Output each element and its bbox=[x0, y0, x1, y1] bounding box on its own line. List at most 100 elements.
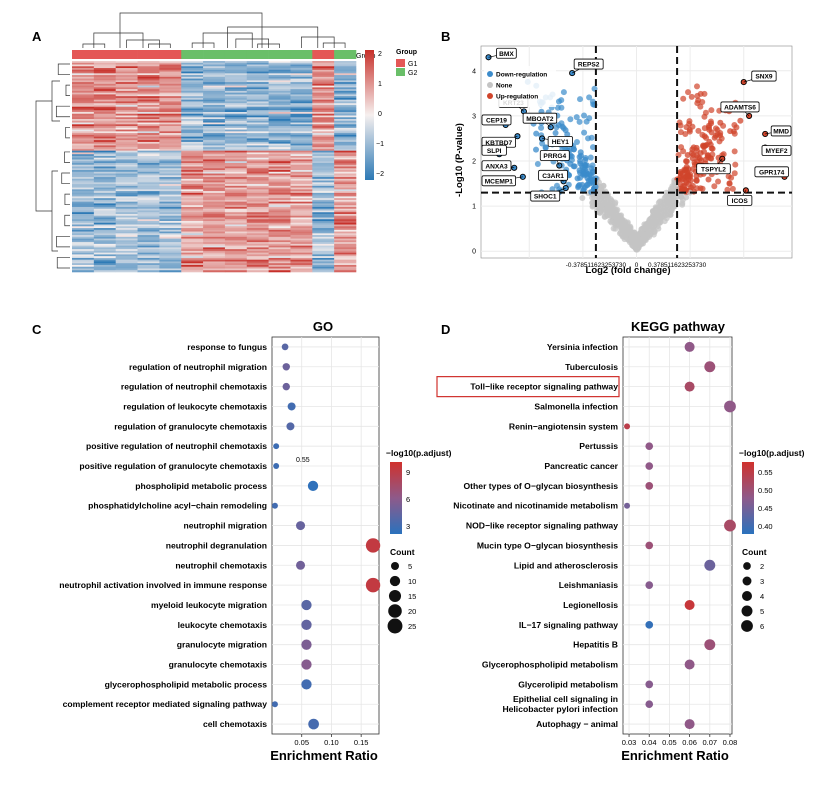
enrichment-dot bbox=[645, 442, 654, 451]
heatmap-cell bbox=[312, 143, 335, 146]
heatmap-cell bbox=[268, 78, 291, 81]
heatmap-cell bbox=[334, 75, 357, 78]
heatmap-cell bbox=[268, 134, 291, 137]
heatmap-cell bbox=[159, 236, 182, 239]
volcano-point bbox=[549, 186, 556, 193]
heatmap-cell bbox=[334, 110, 357, 113]
heatmap-cell bbox=[159, 126, 182, 129]
heatmap-cell bbox=[137, 266, 160, 269]
heatmap-cell bbox=[312, 108, 335, 111]
enrichment-dot bbox=[684, 599, 695, 610]
heatmap-cell bbox=[224, 113, 248, 116]
heatmap-cell bbox=[181, 233, 204, 236]
heatmap-cell bbox=[203, 159, 226, 162]
heatmap-cell bbox=[137, 129, 160, 132]
heatmap-cell bbox=[72, 150, 95, 153]
volcano-point bbox=[688, 93, 695, 100]
heatmap-cell bbox=[312, 205, 335, 208]
heatmap-cell bbox=[246, 71, 269, 74]
heatmap-cell bbox=[115, 166, 138, 169]
heatmap-cell bbox=[203, 235, 226, 238]
heatmap-cell bbox=[268, 256, 291, 259]
heatmap-cell bbox=[334, 205, 357, 208]
heatmap-cell bbox=[93, 94, 116, 97]
heatmap-cell bbox=[181, 221, 204, 224]
volcano-point bbox=[567, 116, 574, 123]
heatmap-cell bbox=[115, 171, 138, 174]
heatmap-cell bbox=[224, 221, 248, 224]
heatmap-cell bbox=[115, 170, 138, 173]
heatmap-cell bbox=[72, 90, 95, 93]
color-legend-tick: 0.55 bbox=[758, 468, 773, 477]
heatmap-cell bbox=[137, 187, 160, 190]
heatmap-cell bbox=[290, 69, 313, 72]
heatmap-cell bbox=[246, 131, 269, 134]
heatmap-cell bbox=[93, 126, 116, 129]
volcano-point bbox=[580, 186, 587, 193]
heatmap-cell bbox=[268, 217, 291, 220]
heatmap-cell bbox=[224, 127, 248, 130]
heatmap-cell bbox=[224, 140, 248, 143]
heatmap-cell bbox=[268, 187, 291, 190]
heatmap-cell bbox=[246, 168, 269, 171]
heatmap-cell bbox=[224, 122, 248, 125]
heatmap-cell bbox=[137, 78, 160, 81]
heatmap-cell bbox=[268, 228, 291, 231]
heatmap-cell bbox=[181, 264, 204, 268]
heatmap-cell bbox=[115, 168, 138, 171]
heatmap-cell bbox=[268, 226, 291, 229]
heatmap-cell bbox=[159, 162, 182, 166]
heatmap-cell bbox=[93, 106, 116, 109]
heatmap-cell bbox=[203, 162, 226, 166]
heatmap-cell bbox=[334, 111, 357, 115]
heatmap-cell bbox=[312, 226, 335, 229]
heatmap-cell bbox=[312, 247, 335, 250]
dendrogram-branch bbox=[93, 32, 144, 48]
heatmap-cell bbox=[290, 90, 313, 93]
heatmap-cell bbox=[312, 73, 335, 76]
heatmap-cell bbox=[159, 152, 182, 155]
heatmap-cell bbox=[115, 263, 138, 266]
heatmap-cell bbox=[246, 97, 269, 100]
volcano-x-tick: 0.378511623253730 bbox=[648, 262, 707, 269]
heatmap-cell bbox=[203, 157, 226, 160]
category-label: Glycerolipid metabolism bbox=[518, 679, 618, 689]
heatmap-cell bbox=[181, 238, 204, 241]
heatmap-cell bbox=[312, 206, 335, 209]
heatmap-cell bbox=[72, 210, 95, 213]
heatmap-cell bbox=[334, 101, 357, 104]
heatmap-cell bbox=[246, 133, 269, 136]
heatmap-cell bbox=[290, 166, 313, 169]
heatmap-cell bbox=[246, 164, 269, 167]
heatmap-cell bbox=[93, 221, 116, 224]
heatmap-cell bbox=[181, 242, 204, 245]
heatmap-cell bbox=[72, 173, 95, 176]
heatmap-cell bbox=[203, 96, 226, 99]
group-strip-cell bbox=[93, 50, 116, 59]
heatmap-cell bbox=[203, 136, 226, 139]
go-color-legend-title: −log10(p.adjust) bbox=[386, 448, 452, 458]
heatmap-cell bbox=[137, 61, 160, 64]
heatmap-cell bbox=[137, 263, 160, 266]
heatmap-cell bbox=[246, 203, 269, 206]
heatmap-cell bbox=[203, 254, 226, 257]
volcano-point bbox=[676, 119, 683, 126]
category-label: IL−17 signaling pathway bbox=[519, 620, 618, 630]
heatmap-cell bbox=[268, 175, 291, 178]
heatmap-cell bbox=[72, 249, 95, 252]
heatmap-cell bbox=[115, 264, 138, 268]
heatmap-cell bbox=[203, 148, 226, 151]
heatmap-cell bbox=[312, 157, 335, 160]
category-label: Hepatitis B bbox=[573, 640, 618, 650]
heatmap-cell bbox=[312, 76, 335, 79]
heatmap-cell bbox=[224, 212, 248, 215]
heatmap-cell bbox=[334, 182, 357, 185]
volcano-point bbox=[607, 204, 614, 211]
heatmap-cell bbox=[115, 238, 138, 241]
heatmap-cell bbox=[115, 61, 138, 64]
heatmap-cell bbox=[115, 226, 138, 229]
heatmap-cell bbox=[137, 199, 160, 202]
heatmap-cell bbox=[246, 215, 269, 218]
heatmap-cell bbox=[115, 103, 138, 106]
heatmap-cell bbox=[159, 119, 182, 122]
